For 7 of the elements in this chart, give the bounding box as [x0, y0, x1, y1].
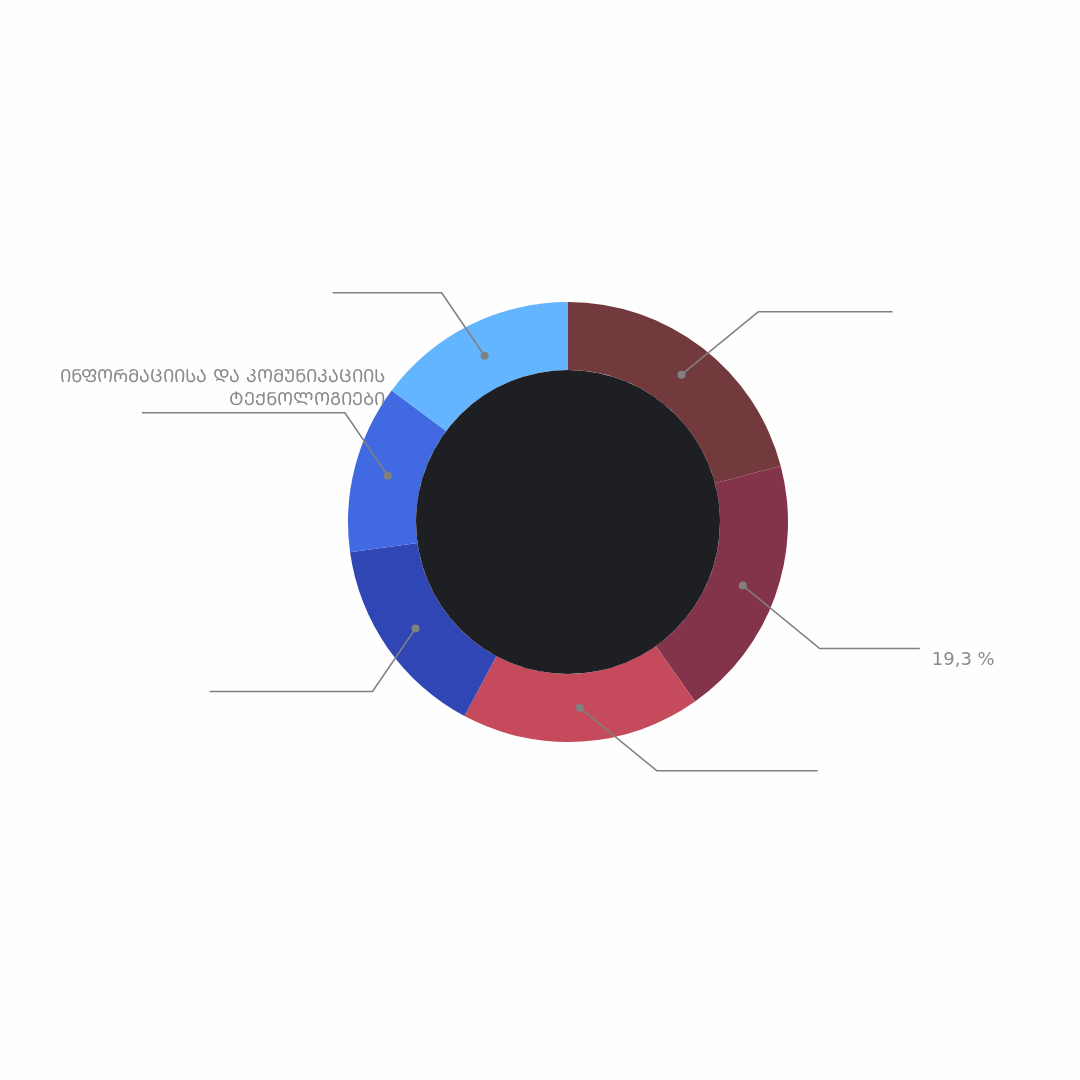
donut-slice [568, 302, 781, 484]
donut-slice [391, 302, 568, 432]
donut-slice [464, 646, 696, 742]
data-label: 19,3 % [931, 647, 995, 669]
donut-slice [655, 465, 788, 702]
slice-label: ᲘᲜᲤᲝᲠᲛᲐᲪᲘᲘᲡᲐ ᲓᲐ ᲙᲝᲛᲣᲜᲘᲙᲐᲪᲘᲘᲡ ᲢᲔᲥᲜᲝᲚᲝᲒᲘᲔᲑᲘ [60, 364, 385, 409]
donut-slice [350, 542, 497, 717]
